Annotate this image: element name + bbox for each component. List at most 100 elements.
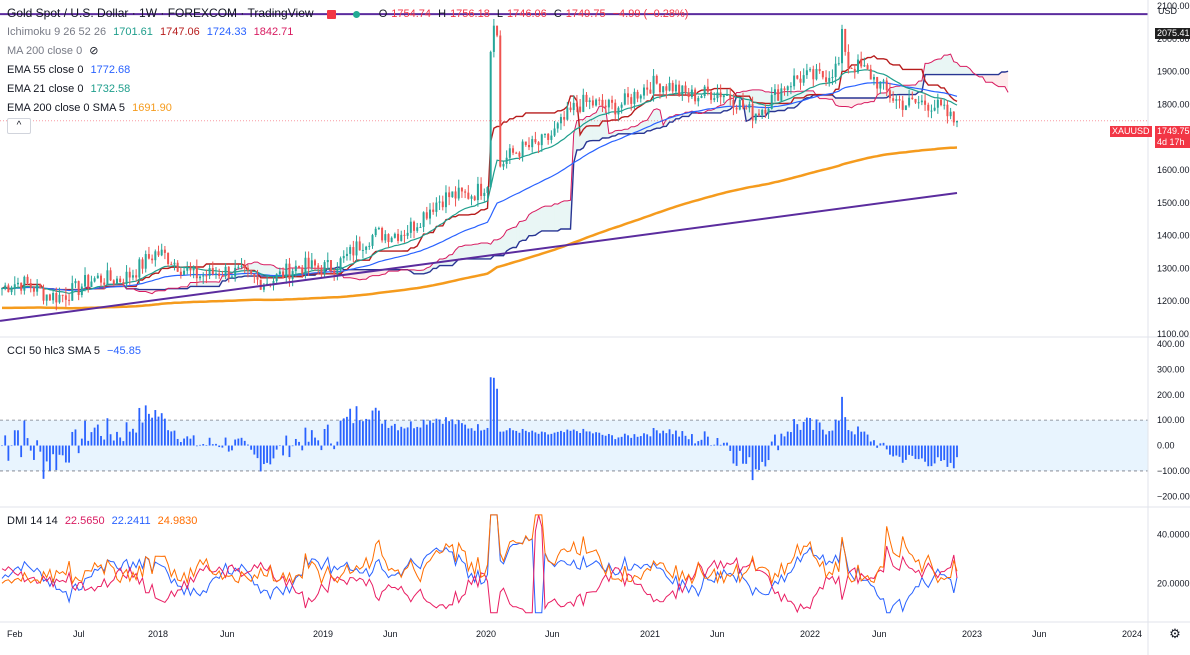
ichimoku-cloud-segment — [215, 281, 220, 287]
cci-bar — [365, 418, 368, 446]
ema55-label: EMA 55 close 0 — [7, 64, 84, 76]
candle-body — [821, 71, 824, 78]
cci-bar — [377, 410, 380, 446]
cci-bar — [470, 428, 473, 446]
ichimoku-cloud-segment — [209, 281, 213, 287]
candle-body — [671, 82, 674, 92]
dmi-legend[interactable]: DMI 14 14 22.5650 22.2411 24.9830 — [7, 514, 201, 528]
settings-gear-icon[interactable]: ⚙ — [1169, 626, 1181, 641]
candle-body — [885, 80, 888, 91]
candle-body — [825, 77, 828, 82]
candle-body — [892, 98, 895, 101]
candle-body — [115, 278, 118, 285]
cci-bar — [406, 427, 409, 446]
cci-bar — [221, 445, 224, 448]
ichimoku-cloud-segment — [857, 98, 862, 105]
candle-body — [496, 25, 499, 36]
cci-bar — [195, 445, 198, 447]
candle-body — [224, 266, 227, 277]
candle-body — [409, 221, 412, 233]
ichimoku-cloud-segment — [481, 243, 485, 259]
candle-body — [189, 267, 192, 271]
price-tick-label: 1500.00 — [1157, 198, 1190, 208]
cci-bar — [790, 432, 792, 446]
cci-bar — [278, 445, 281, 447]
candle-body — [936, 99, 939, 108]
ichimoku-cloud-segment — [356, 269, 360, 280]
cci-bar — [904, 445, 907, 460]
candle-body — [119, 278, 122, 283]
cci-bar — [291, 445, 294, 447]
cci-bar — [167, 430, 169, 446]
candle-body — [173, 262, 176, 265]
candle-body — [575, 102, 578, 107]
cci-bar — [863, 431, 866, 446]
cci-bar — [751, 445, 754, 481]
ichimoku-legend[interactable]: Ichimoku 9 26 52 26 1701.61 1747.06 1724… — [7, 25, 297, 39]
ichimoku-cloud-segment — [551, 203, 555, 231]
candle-body — [144, 254, 147, 269]
cci-bar — [758, 445, 760, 470]
cci-bar — [148, 413, 150, 446]
cci-bar — [52, 445, 55, 455]
cci-value: −45.85 — [107, 345, 141, 357]
ichimoku-cloud-segment — [1001, 72, 1005, 87]
candle-body — [365, 246, 368, 250]
cci-bar — [68, 445, 70, 463]
candle-body — [569, 107, 572, 111]
ichimoku-cloud-segment — [548, 206, 552, 231]
candle-body — [112, 280, 115, 285]
ichimoku-cloud-segment — [429, 263, 434, 272]
ichimoku-cloud-segment — [564, 200, 568, 229]
symbol-header[interactable]: Gold Spot / U.S. Dollar · 1W · FOREXCOM … — [7, 6, 696, 21]
ma200-legend[interactable]: MA 200 close 0 ⊘ — [7, 44, 103, 58]
collapse-legend-button[interactable]: ^ — [7, 118, 31, 134]
cci-bar — [1, 445, 3, 447]
ichimoku-cloud-segment — [465, 245, 469, 259]
ichimoku-cloud-segment — [618, 130, 622, 134]
red-flag-icon[interactable] — [326, 9, 336, 19]
cci-bar — [713, 444, 716, 446]
cci-bar — [285, 435, 288, 446]
time-tick-label: Jun — [1032, 629, 1047, 639]
candle-body — [266, 283, 269, 285]
ichimoku-cloud-segment — [238, 268, 242, 277]
candle-body — [413, 221, 416, 231]
candle-body — [294, 265, 297, 272]
cci-tick-label: −100.00 — [1157, 466, 1190, 476]
ema55-legend[interactable]: EMA 55 close 0 1772.68 — [7, 63, 134, 77]
candle-body — [831, 77, 834, 79]
cci-bar — [362, 421, 364, 446]
candle-body — [847, 51, 850, 68]
candle-body — [543, 133, 546, 135]
candle-body — [681, 85, 684, 95]
candle-body — [218, 273, 221, 276]
candle-body — [428, 209, 431, 219]
candle-body — [757, 113, 760, 116]
ichimoku-cloud-segment — [455, 246, 459, 263]
time-tick-label: Feb — [7, 629, 23, 639]
cci-legend[interactable]: CCI 50 hlc3 SMA 5 −45.85 — [7, 344, 145, 358]
cci-bar — [828, 431, 831, 446]
candle-body — [770, 94, 773, 109]
candle-body — [4, 285, 7, 289]
cci-bar — [528, 432, 530, 446]
ichimoku-cloud-segment — [653, 108, 657, 130]
candle-body — [742, 99, 745, 108]
ichimoku-cloud-segment — [628, 126, 632, 134]
ema21-value: 1732.58 — [90, 83, 131, 95]
cci-bar — [77, 445, 80, 454]
candle-body — [237, 266, 240, 268]
candle-body — [7, 285, 10, 293]
ema200-legend[interactable]: EMA 200 close 0 SMA 5 1691.90 — [7, 101, 176, 115]
candle-body — [492, 25, 495, 52]
ema21-legend[interactable]: EMA 21 close 0 1732.58 — [7, 82, 134, 96]
cci-bar — [844, 417, 847, 446]
cci-bar — [416, 426, 419, 446]
eye-hidden-icon[interactable]: ⊘ — [89, 45, 99, 57]
candle-body — [329, 260, 332, 271]
cci-bar — [480, 430, 482, 446]
price-pane — [0, 13, 1148, 322]
cci-bar — [700, 439, 703, 446]
